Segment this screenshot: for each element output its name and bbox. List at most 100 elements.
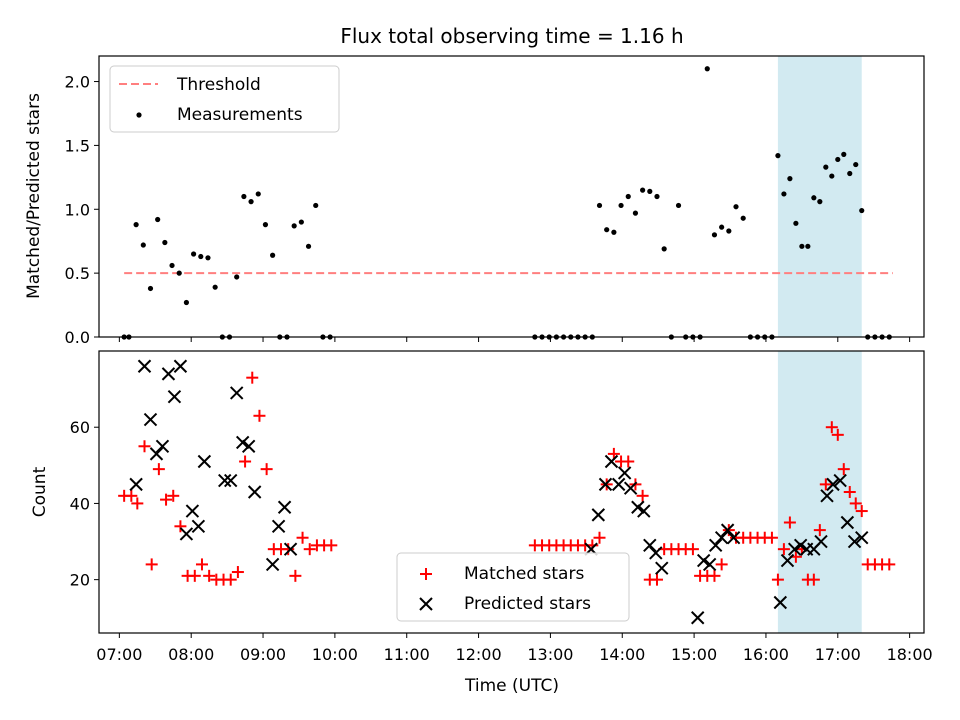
x-tick-label: 17:00 [815, 645, 861, 664]
matched-star-point [849, 497, 862, 510]
x-tick-label: 09:00 [240, 645, 286, 664]
predicted-star-point [787, 542, 802, 556]
measurement-point [719, 224, 725, 230]
predicted-star-point [283, 542, 298, 556]
ratio-y-tick-label: 0.5 [65, 264, 90, 283]
ratio-y-tick-label: 0.0 [65, 328, 90, 347]
measurement-point [817, 199, 823, 205]
predicted-star-point [591, 508, 606, 522]
measurement-point [155, 216, 161, 223]
matched-star-point [883, 558, 896, 571]
matched-star-point [813, 524, 826, 537]
measurement-point [661, 246, 667, 252]
matched-star-point [289, 569, 302, 582]
measurement-point [805, 243, 811, 249]
matched-star-point [303, 543, 316, 556]
matched-star-point [807, 573, 820, 586]
predicted-star-point [167, 390, 182, 404]
predicted-star-point [143, 412, 158, 427]
count-y-tick-label: 20 [70, 571, 90, 590]
matched-star-point [167, 489, 180, 502]
predicted-star-point [155, 439, 170, 453]
predicted-star-point [598, 477, 613, 492]
predicted-star-point [235, 435, 250, 450]
measurement-point [298, 219, 304, 225]
predicted-star-point [637, 504, 651, 518]
measurement-point [176, 270, 182, 276]
ratio-y-axis-label: Matched/Predicted stars [24, 93, 44, 299]
predicted-star-point [631, 500, 645, 514]
measurement-point [811, 195, 817, 201]
measurement-point [162, 239, 168, 246]
matched-star-point [260, 463, 273, 476]
measurement-point [248, 199, 254, 205]
predicted-star-point [129, 477, 143, 492]
matched-star-point [174, 520, 187, 533]
predicted-star-point [833, 473, 847, 488]
chart-title: Flux total observing time = 1.16 h [340, 24, 683, 48]
predicted-star-point [773, 595, 788, 610]
predicted-star-point [643, 538, 657, 553]
measurement-point [704, 66, 710, 72]
x-tick-label: 10:00 [312, 645, 358, 664]
x-tick-label: 16:00 [743, 645, 789, 664]
matched-star-point [715, 558, 728, 571]
x-axis-label: Time (UTC) [464, 676, 559, 696]
matched-star-point [231, 566, 244, 579]
count-y-tick-label: 60 [70, 418, 90, 437]
ratio-legend: Threshold Measurements [109, 65, 340, 133]
predicted-star-point [161, 367, 176, 381]
measurement-point [611, 229, 617, 235]
predicted-star-point [218, 473, 232, 488]
ratio-y-tick-label: 1.5 [65, 136, 90, 155]
measurement-point [841, 151, 847, 157]
measurement-point [604, 227, 610, 233]
predicted-star-point [149, 447, 164, 461]
matched-star-point [138, 440, 151, 453]
measurement-point [212, 284, 218, 290]
measurement-point [205, 255, 211, 261]
matched-star-point [636, 489, 649, 502]
matched-star-point [145, 558, 158, 571]
matched-star-point [765, 531, 778, 544]
x-tick-label: 13:00 [527, 645, 573, 664]
predicted-star-point [847, 534, 862, 549]
predicted-star-point [229, 386, 244, 400]
measurement-point [711, 232, 718, 238]
matched-star-point [837, 463, 850, 476]
measurement-point [647, 188, 653, 194]
predicted-star-point [224, 473, 238, 488]
matched-star-point [831, 428, 844, 441]
predicted-star-point [840, 515, 855, 530]
predicted-star-point [623, 481, 638, 495]
x-tick-label: 14:00 [599, 645, 645, 664]
measurement-point [675, 202, 682, 209]
legend-threshold-label: Threshold [176, 75, 261, 95]
measurement-point [733, 204, 739, 210]
predicted-star-point [826, 477, 840, 492]
legend-measurements-swatch [136, 112, 142, 118]
predicted-star-point [702, 557, 717, 572]
measurement-point [640, 187, 646, 193]
matched-star-point [771, 573, 784, 586]
measurement-point [133, 222, 139, 228]
measurement-point [169, 262, 175, 269]
predicted-star-point [720, 523, 735, 537]
ratio-legend-box [109, 65, 340, 133]
legend-matched-swatch [420, 568, 432, 580]
matched-star-point [296, 531, 309, 544]
matched-star-point [825, 421, 838, 434]
measurement-point [147, 285, 154, 292]
predicted-star-point [690, 611, 705, 625]
matched-star-point [777, 543, 790, 556]
predicted-star-point [197, 454, 212, 469]
measurement-point [183, 299, 190, 306]
count-panel-frame [98, 350, 925, 634]
predicted-star-point [655, 561, 669, 575]
predicted-star-point [780, 553, 795, 568]
measurement-point [596, 202, 603, 209]
measurement-point [823, 164, 829, 170]
measurement-point [291, 223, 297, 229]
predicted-star-point [185, 504, 200, 518]
predicted-star-point [137, 359, 152, 373]
